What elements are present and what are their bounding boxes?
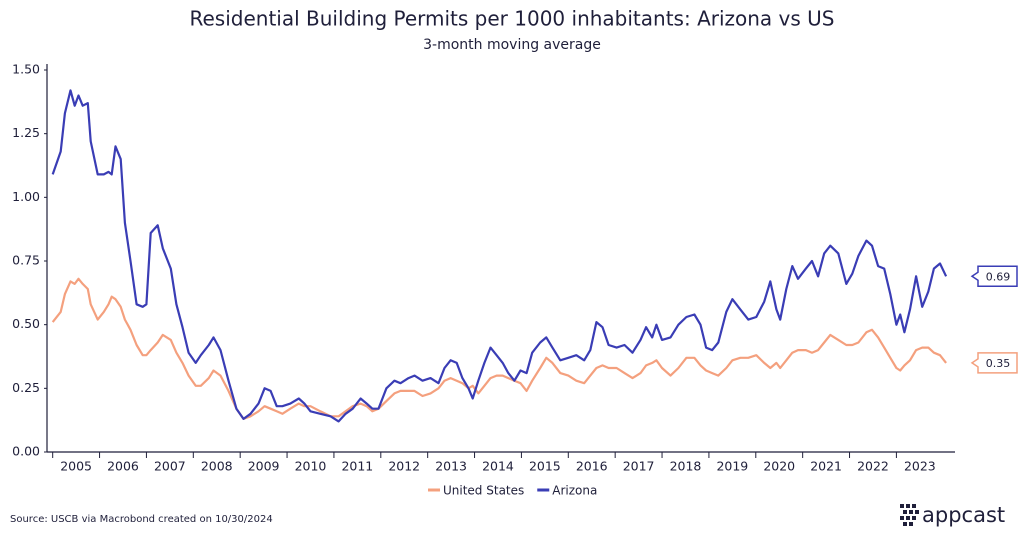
- x-tick-label: 2019: [716, 459, 748, 474]
- x-tick-label: 2008: [201, 459, 233, 474]
- x-tick-label: 2023: [904, 459, 936, 474]
- x-tick-label: 2011: [341, 459, 373, 474]
- end-label: 0.69: [986, 270, 1011, 283]
- x-tick-label: 2005: [60, 459, 92, 474]
- y-tick-label: 0.50: [12, 316, 40, 331]
- end-label-box: [970, 352, 1018, 374]
- x-tick-label: 2012: [388, 459, 420, 474]
- source-note: Source: USCB via Macrobond created on 10…: [10, 514, 273, 525]
- series-line: [51, 277, 947, 420]
- y-tick-label: 0.00: [12, 444, 40, 459]
- x-tick-label: 2017: [623, 459, 655, 474]
- legend-label: Arizona: [552, 484, 597, 498]
- x-tick-label: 2022: [857, 459, 889, 474]
- chart-title: Residential Building Permits per 1000 in…: [189, 7, 834, 31]
- y-tick-label: 0.75: [12, 253, 40, 268]
- y-tick-label: 1.00: [12, 189, 40, 204]
- x-tick-label: 2020: [763, 459, 795, 474]
- end-label: 0.35: [986, 357, 1011, 370]
- chart-subtitle: 3-month moving average: [423, 37, 601, 53]
- x-tick-label: 2015: [529, 459, 561, 474]
- logo-mark: [900, 504, 919, 526]
- y-tick-label: 1.25: [12, 125, 40, 140]
- legend-label: United States: [443, 484, 524, 498]
- x-tick-label: 2021: [810, 459, 842, 474]
- y-tick-label: 1.50: [12, 62, 40, 77]
- x-tick-label: 2014: [482, 459, 514, 474]
- legend: United States Arizona: [428, 484, 597, 498]
- end-label-box: [970, 265, 1018, 288]
- series-line: [51, 89, 948, 423]
- x-tick-label: 2018: [670, 459, 702, 474]
- x-tick-label: 2013: [435, 459, 467, 474]
- x-tick-label: 2009: [248, 459, 280, 474]
- y-tick-label: 0.25: [12, 380, 40, 395]
- x-tick-label: 2006: [107, 459, 139, 474]
- logo-text: appcast: [922, 503, 1005, 527]
- x-tick-label: 2010: [295, 459, 327, 474]
- x-tick-label: 2016: [576, 459, 608, 474]
- x-tick-label: 2007: [154, 459, 186, 474]
